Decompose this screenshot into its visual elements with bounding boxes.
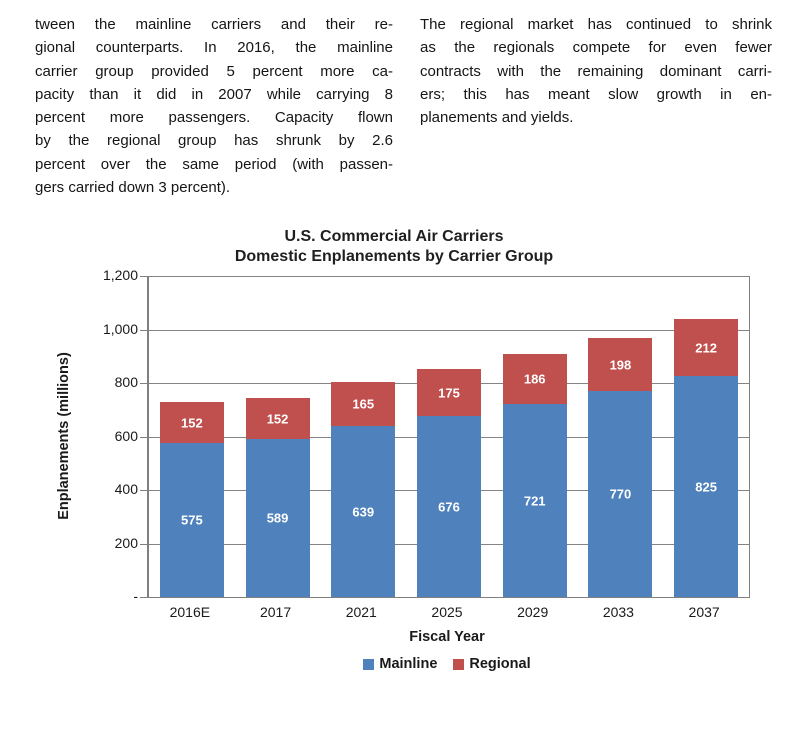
- legend-swatch-regional: [453, 658, 465, 670]
- y-axis-tick: [140, 383, 147, 384]
- chart-title: U.S. Commercial Air Carriers Domestic En…: [0, 227, 788, 267]
- chart-legend: Mainline Regional: [147, 654, 747, 674]
- y-tick-label: 400: [114, 481, 138, 497]
- bar-segment-regional: 212: [674, 319, 739, 376]
- bar-segment-regional: 175: [417, 369, 481, 416]
- category-label: 2016E: [169, 604, 211, 620]
- bar-segment-mainline: 825: [674, 376, 739, 597]
- y-tick-label: 800: [114, 374, 138, 390]
- plot-area: 152 575 152 589 165 639 175 676 186 721 198 770 212 8…: [140, 276, 750, 598]
- bar-segment-mainline: 676: [417, 416, 481, 597]
- category-label: 2037: [688, 604, 720, 620]
- legend-item: Mainline: [363, 656, 437, 672]
- bar-segment-regional: 152: [245, 398, 310, 439]
- text-line: planements and yields.: [420, 109, 574, 127]
- bar-segment-mainline: 639: [331, 426, 396, 597]
- y-axis-tick: [140, 436, 147, 438]
- bar-value-label: 575: [180, 512, 203, 528]
- y-axis-tick: [140, 490, 147, 491]
- legend-item: Regional: [453, 656, 531, 672]
- gridline: [149, 276, 749, 277]
- category-label: 2017: [259, 604, 292, 620]
- bar-stack: 186 721: [502, 354, 567, 597]
- bar-stack: 175 676: [417, 369, 481, 597]
- y-tick-label: 1,200: [102, 267, 138, 283]
- bar-stack: 212 825: [674, 319, 739, 597]
- bar-segment-mainline: 770: [588, 391, 653, 597]
- bar-value-label: 825: [695, 479, 717, 494]
- bar-value-label: 212: [695, 340, 717, 355]
- y-axis-tick: [140, 543, 147, 545]
- y-tick-label: 200: [114, 534, 138, 551]
- text-line: gional counterparts. In 2016, the mainli…: [35, 39, 393, 57]
- bar-value-label: 721: [523, 493, 546, 508]
- text-line: by the regional group has shrunk by 2.6: [35, 132, 393, 150]
- bar-value-label: 175: [438, 385, 460, 400]
- category-label: 2021: [345, 604, 377, 620]
- bar-value-label: 589: [266, 510, 289, 526]
- text-line: percent more passengers. Capacity flown: [35, 109, 393, 127]
- y-axis-tick: [140, 329, 147, 331]
- y-axis-tick: [140, 597, 147, 598]
- bar-value-label: 152: [266, 411, 289, 426]
- category-label: 2025: [431, 604, 463, 620]
- chart-title-line2: Domestic Enplanements by Carrier Group: [234, 248, 554, 265]
- bar-segment-regional: 186: [502, 354, 567, 404]
- bar-stack: 165 639: [331, 382, 396, 597]
- bar-value-label: 198: [609, 357, 632, 372]
- x-axis-tick-labels: 2016E 2017 2021 2025 2029 2033 2037: [147, 604, 747, 622]
- category-label: 2029: [517, 604, 549, 620]
- bar-value-label: 676: [438, 499, 460, 514]
- bar-stack: 198 770: [588, 338, 653, 597]
- text-line: The regional market has continued to shr…: [420, 16, 772, 33]
- y-axis-tick: [140, 276, 147, 277]
- text-line: gers carried down 3 percent).: [35, 179, 231, 197]
- category-label: 2033: [602, 604, 634, 620]
- body-text-right-column: The regional market has continued to shr…: [420, 13, 772, 129]
- legend-swatch-mainline: [363, 658, 375, 670]
- bar-segment-mainline: 721: [502, 404, 567, 597]
- bar-segment-regional: 152: [159, 402, 224, 443]
- bar-segment-mainline: 589: [245, 439, 310, 597]
- chart-title-line1: U.S. Commercial Air Carriers: [284, 228, 504, 245]
- y-tick-label: -: [133, 588, 138, 604]
- text-line: tween the mainline carriers and their re…: [35, 16, 393, 33]
- bar-segment-regional: 165: [331, 382, 396, 426]
- text-line: carrier group provided 5 percent more ca…: [35, 62, 393, 80]
- gridline: [149, 329, 749, 331]
- x-axis-title: Fiscal Year: [409, 629, 485, 645]
- text-line: percent over the same period (with passe…: [35, 155, 393, 173]
- bar-value-label: 165: [352, 396, 375, 412]
- legend-label: Regional: [469, 656, 531, 672]
- text-line: pacity than it did in 2007 while carryin…: [35, 85, 393, 103]
- bar-stack: 152 575: [159, 402, 224, 597]
- text-line: contracts with the remaining dominant ca…: [420, 62, 772, 80]
- bar-value-label: 152: [180, 415, 203, 430]
- bar-segment-regional: 198: [588, 338, 653, 391]
- bar-segment-mainline: 575: [159, 443, 224, 597]
- y-tick-label: 1,000: [102, 320, 138, 337]
- bar-stack: 152 589: [245, 398, 310, 597]
- bar-value-label: 639: [352, 504, 375, 519]
- body-text-left-column: tween the mainline carriers and their re…: [35, 13, 393, 199]
- text-line: ers; this has meant slow growth in en-: [420, 85, 772, 103]
- legend-label: Mainline: [379, 656, 438, 672]
- y-tick-label: 600: [114, 427, 138, 444]
- bar-value-label: 186: [523, 371, 546, 387]
- text-line: as the regionals compete for even fewer: [420, 39, 772, 57]
- bar-value-label: 770: [609, 486, 632, 502]
